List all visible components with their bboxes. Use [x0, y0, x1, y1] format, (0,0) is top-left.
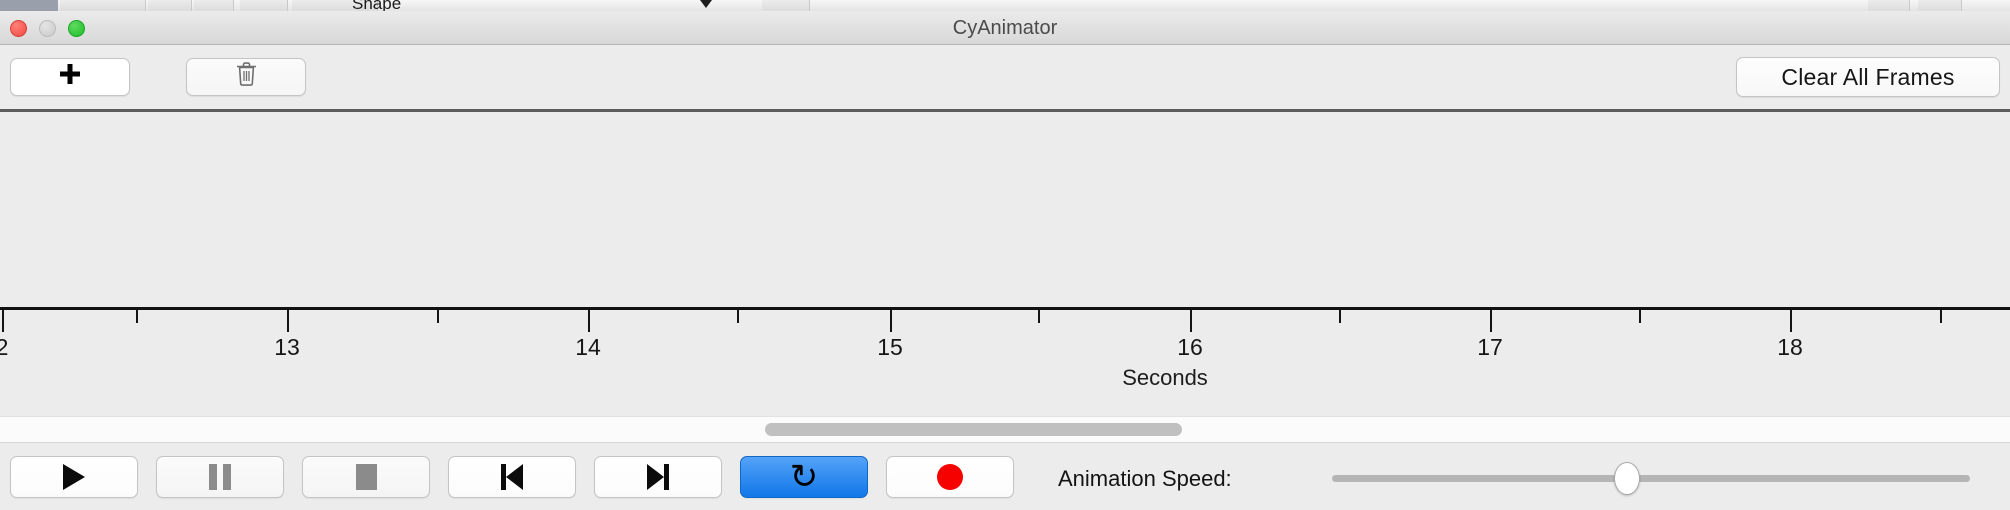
background-window-strip: Shape [0, 0, 2010, 11]
pause-icon [209, 464, 231, 490]
close-button[interactable] [10, 20, 27, 37]
ruler-tick-major [1790, 310, 1792, 332]
ruler-tick-major [2, 310, 4, 332]
ruler-tick-label: 14 [575, 334, 601, 360]
play-icon [63, 464, 85, 490]
ruler-tick-major [287, 310, 289, 332]
timeline-track[interactable]: MCM1 [0, 112, 2010, 310]
ruler-tick-label: 17 [1477, 334, 1503, 360]
ruler-tick-major [890, 310, 892, 332]
toolbar-divider [0, 109, 2010, 112]
clear-all-frames-label: Clear All Frames [1781, 63, 1955, 90]
background-window-tab [1918, 0, 1962, 11]
timeline-ruler[interactable]: 2 13 14 15 16 17 18 Seconds [0, 307, 2010, 410]
background-window-caret-icon [700, 0, 712, 8]
animation-speed-label: Animation Speed: [1058, 466, 1232, 491]
window-controls [10, 20, 85, 37]
record-icon [937, 464, 963, 490]
add-frame-button[interactable] [10, 58, 130, 96]
stop-icon [355, 464, 377, 490]
ruler-axis-title: Seconds [1122, 365, 1208, 390]
horizontal-scrollbar[interactable] [0, 416, 2010, 442]
ruler-tick-label: 15 [877, 334, 903, 360]
maximize-button[interactable] [68, 20, 85, 37]
window-title: CyAnimator [952, 17, 1058, 39]
clear-all-frames-button[interactable]: Clear All Frames [1736, 57, 2000, 97]
slider-track[interactable] [1332, 475, 1970, 482]
skip-back-icon [501, 464, 523, 490]
animation-speed-slider[interactable] [1332, 462, 1970, 495]
loop-button[interactable]: ↻ [740, 456, 868, 498]
background-window-tab [194, 0, 234, 11]
scrollbar-thumb[interactable] [765, 423, 1182, 436]
ruler-tick-label: 16 [1177, 334, 1203, 360]
ruler-tick-minor [136, 310, 138, 323]
background-window-sidebar [0, 0, 58, 11]
ruler-tick-label: 18 [1777, 334, 1803, 360]
slider-thumb[interactable] [1614, 462, 1640, 495]
skip-to-end-button[interactable] [594, 456, 722, 498]
background-window-tab [292, 0, 378, 11]
ruler-tick-minor [437, 310, 439, 323]
background-window-tab [1868, 0, 1910, 11]
background-window-tab [762, 0, 810, 11]
stop-button[interactable] [302, 456, 430, 498]
skip-forward-icon [647, 464, 669, 490]
background-window-tab [148, 0, 192, 11]
plus-icon [58, 62, 82, 92]
trash-icon [235, 61, 258, 93]
play-button[interactable] [10, 456, 138, 498]
ruler-tick-major [1490, 310, 1492, 332]
pause-button[interactable] [156, 456, 284, 498]
ruler-tick-label: 13 [274, 334, 300, 360]
delete-frame-button[interactable] [186, 58, 306, 96]
skip-to-start-button[interactable] [448, 456, 576, 498]
ruler-tick-minor [1639, 310, 1641, 323]
playback-controls: ↻ Animation Speed: [0, 442, 2010, 510]
ruler-tick-minor [1038, 310, 1040, 323]
ruler-axis-line [0, 307, 2010, 310]
background-window-tab [60, 0, 146, 11]
record-button[interactable] [886, 456, 1014, 498]
minimize-button[interactable] [39, 20, 56, 37]
toolbar: Clear All Frames [0, 45, 2010, 110]
background-window-tab [240, 0, 288, 11]
window-titlebar: CyAnimator [0, 11, 2010, 45]
ruler-tick-label: 2 [0, 334, 9, 360]
ruler-tick-major [588, 310, 590, 332]
loop-icon: ↻ [789, 458, 819, 496]
ruler-tick-minor [1339, 310, 1341, 323]
background-window-label: Shape [352, 0, 402, 11]
ruler-tick-major [1190, 310, 1192, 332]
ruler-tick-minor [1940, 310, 1942, 323]
ruler-tick-minor [737, 310, 739, 323]
